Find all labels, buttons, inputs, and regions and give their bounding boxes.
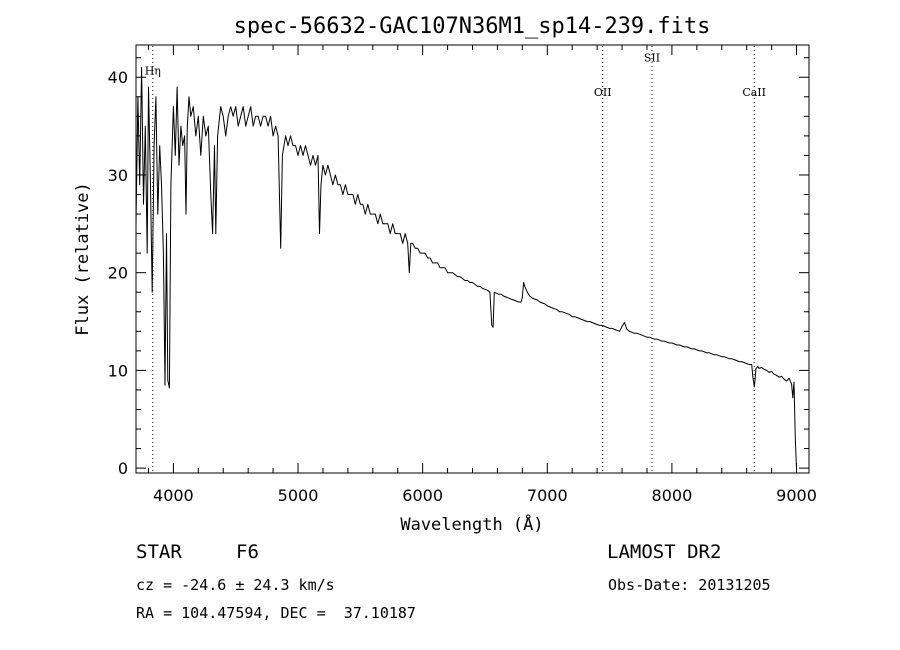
y-tick-label: 0	[118, 459, 128, 478]
spectrum-line	[135, 67, 797, 469]
reference-lines	[152, 46, 755, 472]
coordinates-ra-dec: RA = 104.47594, DEC = 37.10187	[136, 604, 416, 622]
line-annotation-label: OII	[594, 86, 612, 99]
x-tick-label: 6000	[402, 486, 443, 505]
y-axis-ticks: 0 10 20 30 40	[108, 57, 809, 478]
spectrum-series	[135, 67, 797, 469]
chart-title: spec-56632-GAC107N36M1_sp14-239.fits	[234, 14, 711, 39]
x-tick-label: 8000	[652, 486, 693, 505]
x-axis-label: Wavelength (Å)	[400, 513, 543, 535]
survey-name: LAMOST DR2	[607, 541, 722, 563]
y-tick-label: 30	[108, 166, 128, 185]
object-class: STAR	[136, 541, 182, 563]
x-tick-label: 4000	[153, 486, 194, 505]
spectral-subclass: F6	[236, 541, 259, 563]
line-annotation-label: CaII	[742, 86, 766, 99]
x-tick-label: 5000	[278, 486, 319, 505]
y-tick-label: 20	[108, 264, 128, 283]
y-tick-label: 10	[108, 361, 128, 380]
y-tick-label: 40	[108, 68, 128, 87]
observation-date: Obs-Date: 20131205	[608, 576, 771, 594]
line-annotations: Hη OII SII CaII	[145, 52, 766, 99]
y-axis-label: Flux (relative)	[73, 182, 93, 336]
x-tick-label: 7000	[527, 486, 568, 505]
plot-frame	[135, 44, 810, 474]
line-annotation-label: Hη	[145, 64, 161, 77]
line-annotation-label: SII	[644, 52, 660, 65]
redshift-cz: cz = -24.6 ± 24.3 km/s	[136, 576, 335, 594]
x-axis-ticks: 4000 5000 6000 7000 8000 9000	[147, 45, 817, 505]
x-tick-label: 9000	[776, 486, 817, 505]
